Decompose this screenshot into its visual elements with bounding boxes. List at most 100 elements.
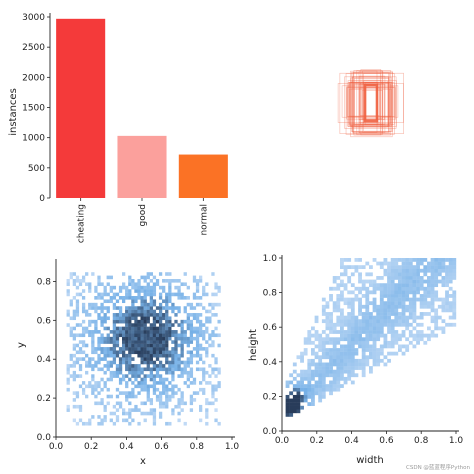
xy-heatmap-cell	[180, 292, 184, 297]
wh-heatmap-cell	[383, 333, 388, 338]
wh-heatmap-cell	[383, 315, 388, 320]
xy-heatmap-cell	[66, 323, 70, 327]
wh-heatmap-cell	[358, 312, 362, 316]
xy-heatmap-cell	[165, 377, 169, 382]
wh-heatmap-cell	[434, 276, 439, 280]
xy-heatmap-cell	[152, 282, 157, 287]
xy-heatmap-cell	[152, 387, 157, 392]
wh-heatmap-cell	[354, 340, 359, 345]
xy-heatmap-cell	[122, 336, 126, 341]
xy-heatmap-cell	[165, 340, 169, 344]
xy-heatmap-cell	[134, 309, 138, 314]
wh-heatmap-cell	[394, 265, 399, 270]
xy-heatmap-cell	[195, 391, 200, 395]
xy-heatmap-cell	[205, 401, 209, 406]
xy-heatmap-cell	[186, 350, 190, 355]
wh-heatmap-cell	[401, 279, 406, 284]
wh-heatmap-cell	[329, 384, 333, 388]
xy-heatmap-cell	[69, 299, 73, 304]
xy-heatmap-cell	[66, 309, 70, 314]
xy-heatmap-cell	[81, 333, 86, 338]
xy-heatmap-cell	[106, 350, 110, 355]
xy-heatmap-cell	[143, 306, 147, 310]
xy-heatmap-cell	[103, 299, 107, 304]
wh-heatmap-cell	[408, 283, 413, 288]
box-outline	[351, 72, 393, 132]
wh-heatmap-cell	[412, 337, 417, 342]
xy-heatmap-cell	[165, 343, 169, 348]
wh-heatmap-cell	[376, 261, 381, 266]
xy-heatmap-cell	[214, 357, 218, 361]
wh-heatmap-cell	[372, 322, 377, 327]
wh-heatmap-cell	[405, 337, 410, 342]
wh-heatmap-cell	[369, 279, 373, 284]
wh-heatmap-cell	[390, 322, 395, 327]
wh-heatmap-cell	[358, 297, 362, 302]
wh-heatmap-cell	[416, 337, 420, 342]
xy-heatmap-cell	[146, 360, 150, 365]
xy-heatmap-cell	[146, 309, 150, 314]
wh-heatmap-cell	[347, 355, 352, 360]
wh-heatmap-cell	[372, 351, 377, 356]
wh-heatmap-cell	[340, 322, 344, 327]
xy-heatmap-cell	[199, 381, 203, 385]
xy-heatmap-cell	[199, 319, 203, 324]
wh-heatmap-cell	[329, 319, 333, 324]
xy-heatmap-cell	[94, 360, 98, 365]
box-outline	[350, 82, 389, 126]
xy-heatmap-cell	[106, 306, 110, 310]
xy-heatmap-cell	[122, 418, 126, 423]
xy-heatmap-cell	[115, 374, 120, 378]
xy-heatmap-cell	[205, 350, 209, 355]
xy-heatmap-cell	[94, 285, 98, 290]
xy-heatmap-cell	[174, 313, 178, 317]
xy-heatmap-cell	[165, 336, 169, 341]
xy-heatmap-cell	[97, 391, 101, 395]
wh-heatmap-cell	[332, 380, 337, 385]
xy-heatmap-cell	[152, 289, 157, 293]
xy-heatmap-cell	[115, 292, 120, 297]
wh-heatmap-cell	[416, 330, 420, 334]
box-outline	[347, 82, 393, 127]
wh-heatmap-cell	[398, 258, 402, 262]
xy-heatmap-cell	[155, 394, 160, 399]
xy-heatmap-cell	[140, 353, 144, 358]
wh-heatmap-cell	[314, 315, 319, 320]
wh-heatmap-cell	[336, 330, 341, 334]
wh-heatmap-cell	[332, 330, 337, 334]
wh-heatmap-cell	[434, 315, 439, 320]
xy-heatmap-cell	[183, 370, 187, 375]
wh-heatmap-cell	[296, 384, 301, 388]
xy-heatmap-cell	[149, 336, 153, 341]
xy-heatmap-cell	[205, 421, 209, 426]
xy-heatmap-cell	[72, 391, 76, 395]
wh-heatmap-cell	[405, 286, 410, 291]
xy-heatmap-cell	[168, 421, 172, 426]
wh-heatmap-cell	[390, 301, 395, 306]
wh-heatmap-cell	[296, 394, 301, 399]
xy-heatmap-cell	[91, 350, 95, 355]
xy-heatmap-cell	[174, 350, 178, 355]
xy-heatmap-cell	[112, 302, 117, 307]
xy-heatmap-cell	[128, 313, 132, 317]
xy-heatmap-cell	[217, 319, 221, 324]
xy-heatmap-cell	[100, 319, 104, 324]
xy-heatmap-cell	[75, 421, 80, 426]
xy-heatmap-cell	[162, 289, 166, 293]
bar-y-tick-label: 1500	[22, 104, 45, 114]
xy-heatmap-cell	[195, 285, 200, 290]
wh-heatmap-cell	[350, 283, 355, 288]
xy-heatmap-cell	[152, 391, 157, 395]
xy-heatmap-cell	[66, 279, 70, 283]
box-outline	[350, 70, 393, 138]
wh-heatmap-cell	[445, 258, 449, 262]
wh-heatmap-cell	[314, 319, 319, 324]
xy-heatmap-cell	[177, 306, 181, 310]
wh-heatmap-cell	[408, 286, 413, 291]
wh-heatmap-cell	[376, 283, 381, 288]
wh-heatmap-cell	[296, 387, 301, 392]
wh-heatmap-cell	[419, 286, 424, 291]
wh-heatmap-cell	[445, 268, 449, 273]
wh-x-tick-label: 0.2	[310, 436, 324, 446]
wh-heatmap-cell	[430, 272, 435, 277]
